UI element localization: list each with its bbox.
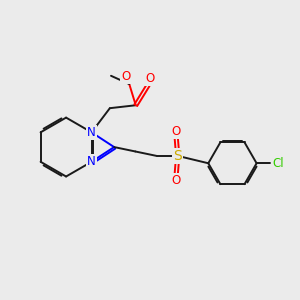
Text: O: O xyxy=(145,72,154,85)
Text: N: N xyxy=(87,155,96,168)
Text: N: N xyxy=(87,126,96,139)
Text: Cl: Cl xyxy=(273,157,284,170)
Text: S: S xyxy=(173,149,182,163)
Text: O: O xyxy=(172,174,181,187)
Text: O: O xyxy=(172,125,181,138)
Text: O: O xyxy=(121,70,130,83)
